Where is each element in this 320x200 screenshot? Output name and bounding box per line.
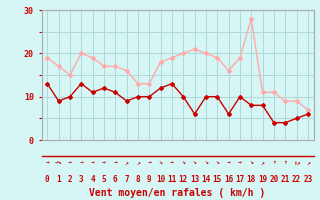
Text: 18: 18 [247, 176, 256, 184]
Text: 8: 8 [136, 176, 140, 184]
Text: 1: 1 [56, 176, 61, 184]
Text: 21: 21 [281, 176, 290, 184]
Text: 0: 0 [45, 176, 50, 184]
Text: →: → [238, 160, 242, 166]
Text: 6: 6 [113, 176, 117, 184]
Text: ↘: ↘ [204, 160, 208, 166]
Text: ↗: ↗ [136, 160, 140, 166]
Text: →: → [227, 160, 230, 166]
Text: ↗: ↗ [125, 160, 128, 166]
Text: →: → [113, 160, 117, 166]
Text: ↘: ↘ [249, 160, 253, 166]
Text: 12: 12 [179, 176, 188, 184]
Text: 2: 2 [68, 176, 72, 184]
Text: ↑: ↑ [284, 160, 287, 166]
Text: 7: 7 [124, 176, 129, 184]
Text: →: → [102, 160, 106, 166]
Text: ↗: ↗ [306, 160, 310, 166]
Text: 9: 9 [147, 176, 152, 184]
Text: 11: 11 [167, 176, 177, 184]
Text: ↘: ↘ [215, 160, 219, 166]
Text: 10: 10 [156, 176, 165, 184]
Text: →: → [45, 160, 49, 166]
Text: →: → [79, 160, 83, 166]
Text: →: → [148, 160, 151, 166]
Text: 23: 23 [303, 176, 313, 184]
Text: 19: 19 [258, 176, 267, 184]
Text: ↘: ↘ [159, 160, 163, 166]
Text: →↘: →↘ [55, 160, 62, 166]
Text: 20: 20 [269, 176, 278, 184]
Text: ↗: ↗ [261, 160, 264, 166]
Text: 15: 15 [213, 176, 222, 184]
Text: →: → [170, 160, 174, 166]
Text: 13: 13 [190, 176, 199, 184]
Text: ↑↗: ↑↗ [293, 160, 300, 166]
Text: 5: 5 [102, 176, 106, 184]
Text: 16: 16 [224, 176, 233, 184]
Text: 4: 4 [90, 176, 95, 184]
Text: 22: 22 [292, 176, 301, 184]
Text: Vent moyen/en rafales ( km/h ): Vent moyen/en rafales ( km/h ) [90, 188, 266, 198]
Text: ↑: ↑ [272, 160, 276, 166]
Text: 3: 3 [79, 176, 84, 184]
Text: →: → [68, 160, 72, 166]
Text: 17: 17 [235, 176, 244, 184]
Text: →: → [91, 160, 94, 166]
Text: ↘: ↘ [181, 160, 185, 166]
Text: 14: 14 [201, 176, 211, 184]
Text: ↘: ↘ [193, 160, 196, 166]
